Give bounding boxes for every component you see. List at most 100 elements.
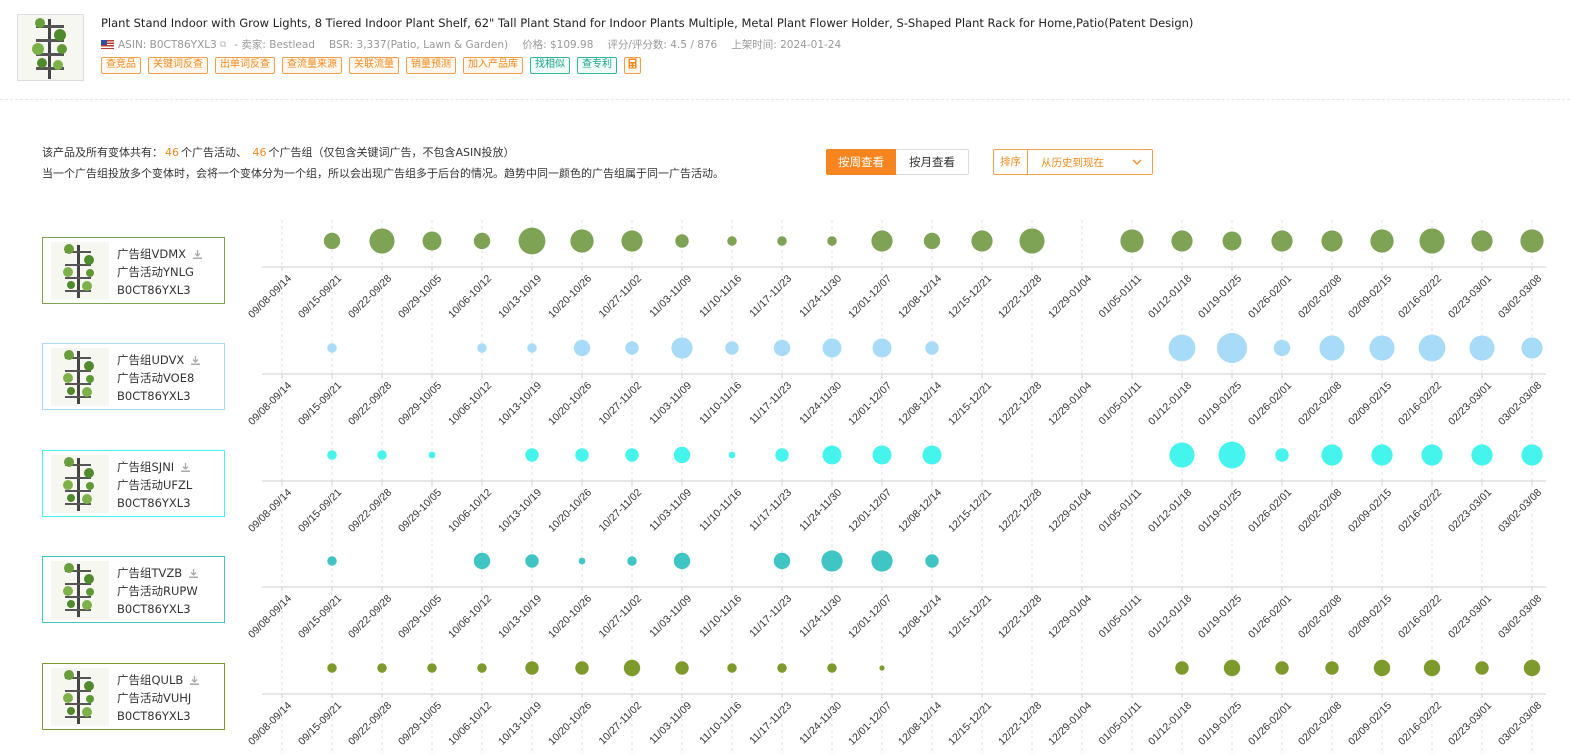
bubble-point — [575, 448, 589, 462]
tag-sales-forecast[interactable]: 销量预测 — [406, 57, 456, 74]
bubble-point — [1275, 448, 1289, 462]
ad-group-label: 广告组UDVX — [117, 353, 185, 367]
x-tick-label: 01/19-01/25 — [1196, 273, 1244, 321]
download-icon[interactable] — [192, 249, 203, 260]
x-tick-label: 02/02-02/08 — [1296, 487, 1344, 535]
bubble-point — [725, 341, 739, 355]
x-tick-label: 11/03-11/09 — [647, 487, 694, 534]
tag-related-traffic[interactable]: 关联流量 — [349, 57, 399, 74]
x-tick-label: 10/13-10/19 — [496, 380, 544, 428]
x-tick-label: 01/12-01/18 — [1146, 487, 1194, 535]
view-by-week-button[interactable]: 按周查看 — [826, 149, 896, 175]
bubble-point — [922, 445, 942, 465]
tag-add-to-library[interactable]: 加入产品库 — [463, 57, 523, 74]
ad-campaign-name: 广告活动UFZL — [117, 478, 193, 492]
ad-group-asin: B0CT86YXL3 — [117, 389, 191, 403]
ad-group-asin: B0CT86YXL3 — [117, 496, 191, 510]
download-icon[interactable] — [188, 568, 199, 579]
product-title[interactable]: Plant Stand Indoor with Grow Lights, 8 T… — [101, 16, 1194, 30]
download-icon[interactable] — [189, 675, 200, 686]
tag-find-similar[interactable]: 找相似 — [530, 57, 570, 74]
ad-group-card[interactable]: 广告组QULB 广告活动VUHJ B0CT86YXL3 — [42, 663, 225, 730]
bubble-point — [623, 659, 641, 677]
bubble-point — [1423, 659, 1441, 677]
bubble-point — [777, 236, 787, 246]
x-tick-label: 10/06-10/12 — [446, 487, 494, 535]
bubble-point — [573, 339, 591, 357]
bubble-point — [871, 550, 893, 572]
x-tick-label: 12/15-12/21 — [946, 700, 994, 748]
bubble-point — [923, 232, 941, 250]
x-tick-label: 11/24-11/30 — [797, 700, 844, 747]
group-count: 46 — [252, 146, 267, 159]
ad-group-card[interactable]: 广告组VDMX 广告活动YNLG B0CT86YXL3 — [42, 237, 225, 304]
asin-text[interactable]: ASIN: B0CT86YXL3 — [118, 38, 217, 51]
download-icon[interactable] — [180, 462, 191, 473]
calculator-icon[interactable] — [624, 57, 641, 74]
bubble-point — [827, 663, 837, 673]
x-tick-label: 09/08-09/14 — [246, 487, 294, 535]
ad-group-card[interactable]: 广告组UDVX 广告活动VOE8 B0CT86YXL3 — [42, 343, 225, 410]
x-tick-label: 11/17-11/23 — [747, 380, 794, 427]
x-tick-label: 01/26-02/01 — [1246, 700, 1294, 748]
bubble-point — [327, 556, 337, 566]
x-tick-label: 03/02-03/08 — [1496, 593, 1544, 641]
product-thumbnail[interactable] — [17, 14, 84, 81]
external-link-icon[interactable]: ⧉ — [219, 39, 227, 50]
bubble-point — [1321, 444, 1343, 466]
x-tick-label: 12/29-01/04 — [1046, 700, 1094, 748]
x-tick-label: 01/26-02/01 — [1246, 273, 1294, 321]
bubble-point — [827, 236, 837, 246]
ad-group-label: 广告组VDMX — [117, 247, 187, 261]
x-tick-label: 09/29-10/05 — [396, 593, 444, 641]
bubble-point — [377, 663, 387, 673]
x-tick-label: 11/17-11/23 — [747, 593, 794, 640]
ad-group-card[interactable]: 广告组TVZB 广告活动RUPW B0CT86YXL3 — [42, 556, 225, 623]
bubble-point — [1469, 335, 1495, 361]
x-tick-label: 12/22-12/28 — [996, 273, 1044, 321]
x-tick-label: 09/22-09/28 — [346, 273, 394, 321]
x-tick-label: 03/02-03/08 — [1496, 273, 1544, 321]
bubble-point — [327, 663, 337, 673]
ad-campaign-name: 广告活动VOE8 — [117, 371, 195, 385]
sort-value[interactable]: 从历史到现在 — [1041, 156, 1104, 169]
bubble-point — [673, 446, 691, 464]
bubble-point — [727, 663, 737, 673]
tag-order-keyword-reverse[interactable]: 出单词反查 — [215, 57, 275, 74]
x-tick-label: 12/15-12/21 — [946, 380, 994, 428]
bubble-point — [871, 230, 893, 252]
tag-check-patent[interactable]: 查专利 — [577, 57, 617, 74]
ad-group-asin: B0CT86YXL3 — [117, 602, 191, 616]
x-tick-label: 12/01-12/07 — [846, 273, 894, 321]
ad-group-asin: B0CT86YXL3 — [117, 283, 191, 297]
x-tick-label: 10/13-10/19 — [496, 273, 544, 321]
x-tick-label: 02/23-03/01 — [1446, 487, 1494, 535]
x-tick-label: 10/20-10/26 — [546, 380, 594, 428]
x-tick-label: 09/15-09/21 — [296, 487, 344, 535]
sort-label: 排序 — [994, 150, 1028, 174]
x-tick-label: 02/09-02/15 — [1346, 593, 1394, 641]
x-tick-label: 12/08-12/14 — [896, 273, 944, 321]
x-tick-label: 10/27-11/02 — [597, 487, 645, 535]
view-by-month-button[interactable]: 按月查看 — [896, 149, 969, 175]
x-tick-label: 09/15-09/21 — [296, 380, 344, 428]
bubble-point — [773, 552, 791, 570]
x-tick-label: 01/19-01/25 — [1196, 487, 1244, 535]
x-tick-label: 02/09-02/15 — [1346, 487, 1394, 535]
bubble-point — [422, 231, 442, 251]
sort-select[interactable]: 排序 从历史到现在 — [993, 149, 1153, 175]
download-icon[interactable] — [190, 355, 201, 366]
bubble-point — [518, 227, 546, 255]
tag-keyword-reverse[interactable]: 关键词反查 — [148, 57, 208, 74]
ad-group-card[interactable]: 广告组SJNI 广告活动UFZL B0CT86YXL3 — [42, 450, 225, 517]
product-thumbnail — [51, 348, 109, 406]
x-tick-label: 12/15-12/21 — [946, 487, 994, 535]
bubble-point — [872, 338, 892, 358]
x-tick-label: 12/22-12/28 — [996, 593, 1044, 641]
bubble-point — [773, 339, 791, 357]
x-tick-label: 10/06-10/12 — [446, 593, 494, 641]
listed-date-text: 上架时间: 2024-01-24 — [731, 39, 842, 51]
tag-competitors[interactable]: 查竞品 — [101, 57, 141, 74]
tag-traffic-source[interactable]: 查流量来源 — [282, 57, 342, 74]
campaign-count: 46 — [165, 146, 179, 159]
